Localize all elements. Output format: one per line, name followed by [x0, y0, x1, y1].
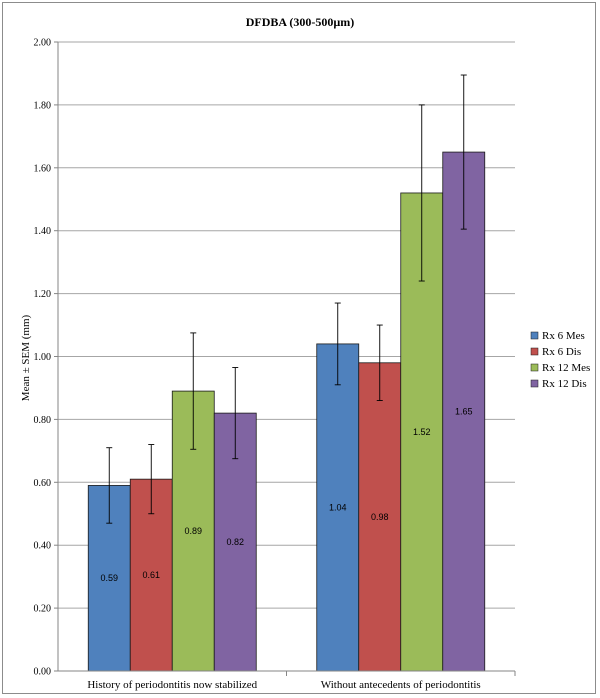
y-tick-label: 0.20 — [34, 604, 52, 615]
data-label: 0.61 — [142, 570, 160, 580]
bar — [358, 362, 402, 672]
bar — [316, 343, 360, 672]
data-label: 1.65 — [455, 407, 473, 417]
y-axis-label: Mean ± SEM (mm) — [20, 314, 32, 401]
legend-swatch — [530, 331, 539, 340]
chart-title: DFDBA (300-500µm) — [246, 15, 355, 29]
x-category-label: Without antecedents of periodontitis — [321, 679, 481, 691]
bar — [442, 151, 486, 672]
y-tick-label: 0.40 — [34, 541, 52, 552]
y-tick-label: 0.80 — [34, 415, 52, 426]
data-label: 0.89 — [184, 526, 202, 536]
data-label: 0.59 — [100, 573, 118, 583]
data-label: 0.98 — [371, 512, 389, 522]
y-tick-label: 1.20 — [34, 289, 52, 300]
y-tick-label: 1.00 — [34, 352, 52, 363]
y-tick-label: 0.60 — [34, 478, 52, 489]
data-label: 1.52 — [413, 427, 431, 437]
legend-swatch — [530, 363, 539, 372]
data-label: 0.82 — [226, 537, 244, 547]
legend-label: Rx 6 Mes — [542, 330, 585, 342]
y-tick-label: 1.40 — [34, 226, 52, 237]
y-tick-label: 1.80 — [34, 100, 52, 111]
legend-label: Rx 12 Dis — [542, 378, 587, 390]
y-tick-label: 1.60 — [34, 163, 52, 174]
legend-label: Rx 12 Mes — [542, 362, 590, 374]
x-category-label: History of periodontitis now stabilized — [87, 679, 257, 691]
data-label: 1.04 — [329, 502, 347, 512]
legend-swatch — [530, 347, 539, 356]
legend-label: Rx 6 Dis — [542, 346, 581, 358]
y-tick-label: 0.00 — [34, 667, 52, 678]
legend-swatch — [530, 379, 539, 388]
y-tick-label: 2.00 — [34, 38, 52, 49]
